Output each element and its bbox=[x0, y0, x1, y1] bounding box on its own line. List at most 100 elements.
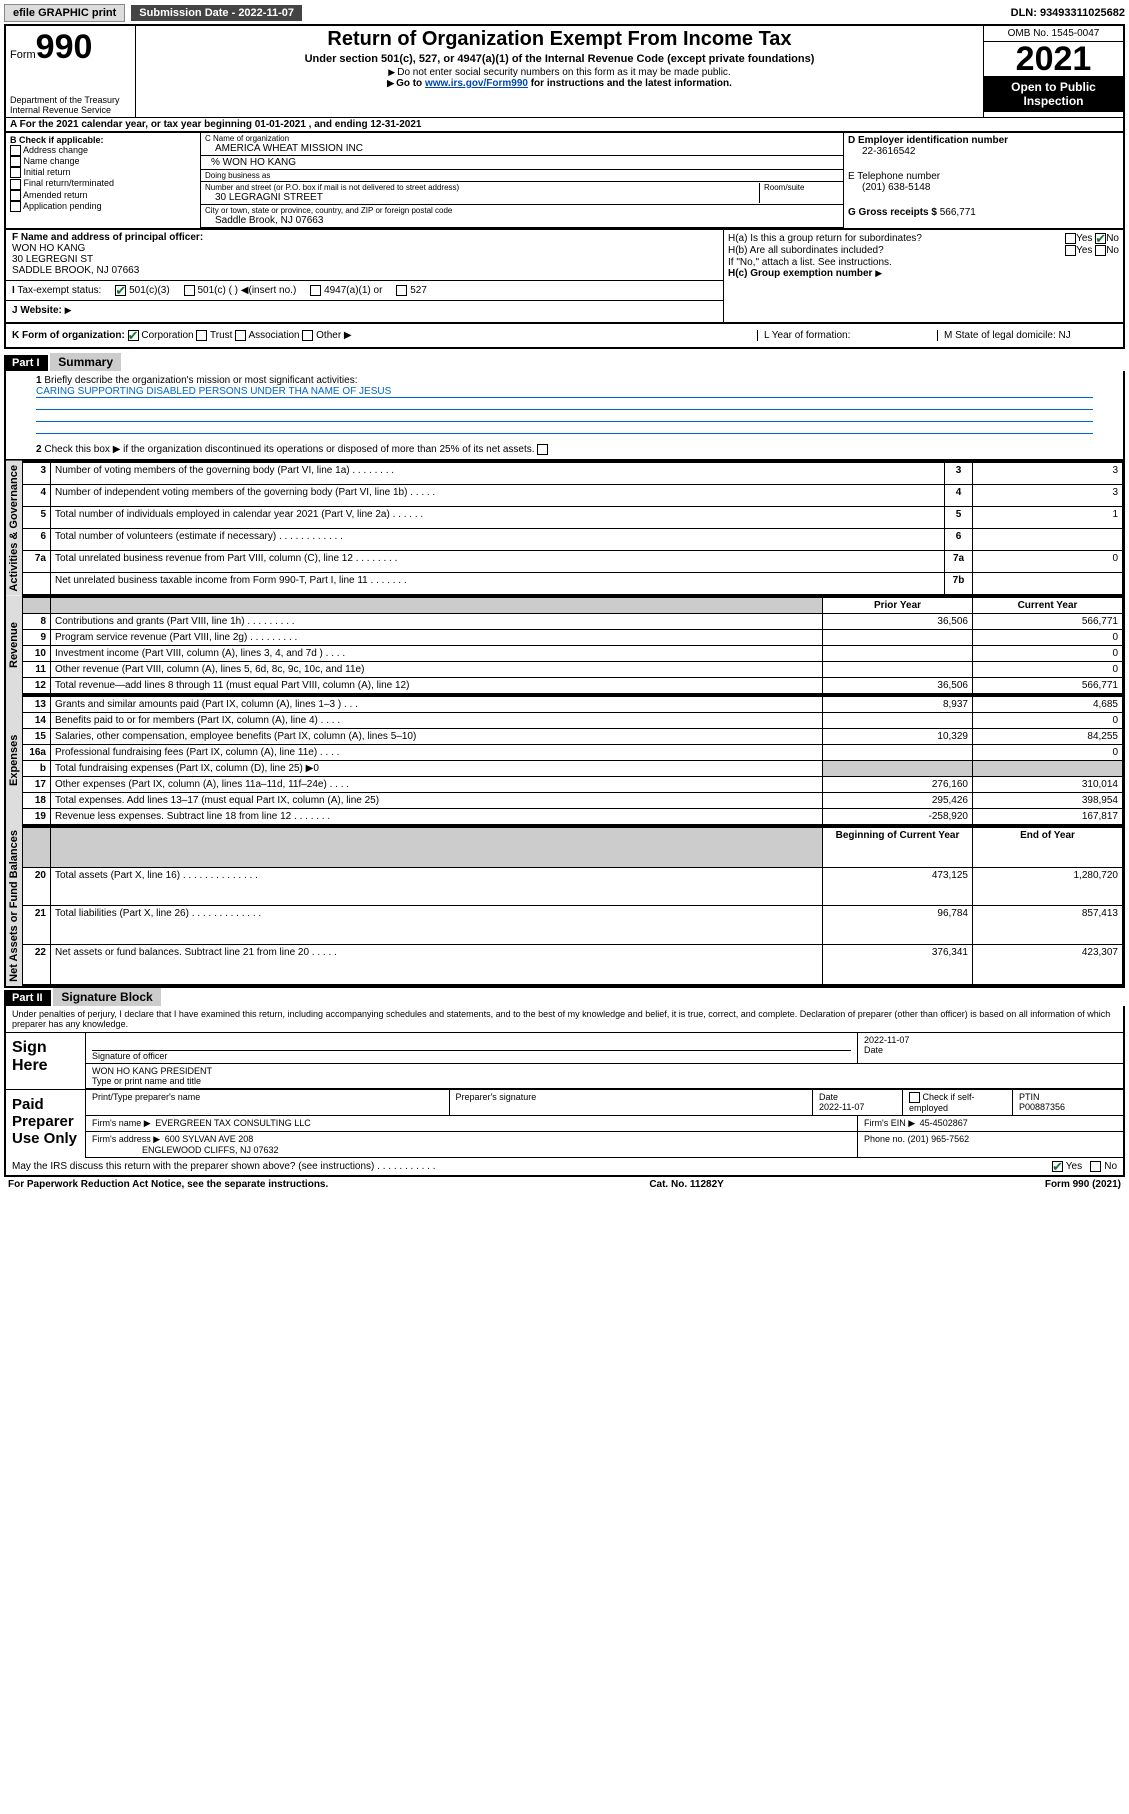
l-year-formation: L Year of formation: bbox=[757, 330, 937, 341]
firm-name-label: Firm's name bbox=[92, 1118, 141, 1128]
cb-discontinued[interactable] bbox=[537, 444, 548, 455]
cb-other[interactable] bbox=[302, 330, 313, 341]
q1-label: Briefly describe the organization's miss… bbox=[44, 375, 357, 386]
submission-date-label: Submission Date - 2022-11-07 bbox=[131, 5, 302, 21]
cb-self-employed[interactable] bbox=[909, 1092, 920, 1103]
ssn-warning: Do not enter social security numbers on … bbox=[142, 67, 977, 78]
city-label: City or town, state or province, country… bbox=[205, 206, 839, 215]
cb-amended[interactable] bbox=[10, 190, 21, 201]
header-left: Form990 Department of the Treasury Inter… bbox=[6, 26, 136, 117]
open-public-badge: Open to Public Inspection bbox=[984, 76, 1123, 112]
room-label: Room/suite bbox=[759, 183, 839, 203]
care-of: % WON HO KANG bbox=[201, 156, 843, 170]
prep-name-label: Print/Type preparer's name bbox=[92, 1092, 200, 1102]
part2-title: Signature Block bbox=[53, 988, 160, 1006]
cb-corp[interactable] bbox=[128, 330, 139, 341]
ein-label: D Employer identification number bbox=[848, 135, 1008, 146]
hc-label: H(c) Group exemption number bbox=[728, 268, 872, 279]
header-center: Return of Organization Exempt From Incom… bbox=[136, 26, 983, 117]
expenses-grid: Expenses 13Grants and similar amounts pa… bbox=[4, 695, 1125, 826]
ha-label: H(a) Is this a group return for subordin… bbox=[728, 233, 922, 244]
form-subtitle: Under section 501(c), 527, or 4947(a)(1)… bbox=[142, 53, 977, 65]
section-d: D Employer identification number 22-3616… bbox=[843, 133, 1123, 228]
firm-phone: (201) 965-7562 bbox=[908, 1134, 970, 1144]
revenue-table: Prior YearCurrent Year8Contributions and… bbox=[22, 596, 1123, 695]
ptin-value: P00887356 bbox=[1019, 1102, 1065, 1112]
section-b-label: B Check if applicable: bbox=[10, 135, 104, 145]
cb-4947[interactable] bbox=[310, 285, 321, 296]
page-footer: For Paperwork Reduction Act Notice, see … bbox=[4, 1177, 1125, 1192]
q2-label: Check this box ▶ if the organization dis… bbox=[44, 444, 534, 455]
form-version: Form 990 (2021) bbox=[1045, 1179, 1121, 1190]
goto-pre: Go to bbox=[396, 78, 425, 89]
form-label: Form bbox=[10, 49, 36, 61]
governance-table: 3Number of voting members of the governi… bbox=[22, 461, 1123, 596]
efile-print-button[interactable]: efile GRAPHIC print bbox=[4, 4, 125, 22]
side-net: Net Assets or Fund Balances bbox=[6, 826, 22, 986]
officer-name-label: Type or print name and title bbox=[92, 1076, 201, 1086]
cb-name-change[interactable] bbox=[10, 156, 21, 167]
firm-addr1: 600 SYLVAN AVE 208 bbox=[165, 1134, 254, 1144]
gross-value: 566,771 bbox=[940, 207, 976, 218]
cb-ha-no[interactable] bbox=[1095, 233, 1106, 244]
cb-hb-yes[interactable] bbox=[1065, 245, 1076, 256]
website-label: Website: bbox=[20, 305, 62, 316]
hb-note: If "No," attach a list. See instructions… bbox=[728, 257, 1119, 268]
net-assets-grid: Net Assets or Fund Balances Beginning of… bbox=[4, 826, 1125, 988]
sig-date: 2022-11-07 bbox=[864, 1035, 1117, 1045]
net-assets-table: Beginning of Current YearEnd of Year20To… bbox=[22, 826, 1123, 986]
part1-title: Summary bbox=[50, 353, 121, 371]
side-governance: Activities & Governance bbox=[6, 461, 22, 596]
org-name-label: C Name of organization bbox=[205, 134, 839, 143]
cat-number: Cat. No. 11282Y bbox=[649, 1179, 723, 1190]
cb-address-change[interactable] bbox=[10, 145, 21, 156]
irs-link[interactable]: www.irs.gov/Form990 bbox=[425, 78, 528, 89]
cb-501c[interactable] bbox=[184, 285, 195, 296]
addr-label: Number and street (or P.O. box if mail i… bbox=[205, 183, 759, 192]
cb-501c3[interactable] bbox=[115, 285, 126, 296]
section-c: C Name of organization AMERICA WHEAT MIS… bbox=[201, 133, 843, 228]
sig-officer-label: Signature of officer bbox=[92, 1051, 167, 1061]
form-number: 990 bbox=[36, 28, 93, 66]
officer-label: F Name and address of principal officer: bbox=[12, 232, 203, 243]
goto-post: for instructions and the latest informat… bbox=[528, 78, 732, 89]
revenue-grid: Revenue Prior YearCurrent Year8Contribut… bbox=[4, 596, 1125, 695]
section-b: B Check if applicable: Address change Na… bbox=[6, 133, 201, 228]
top-bar: efile GRAPHIC print Submission Date - 20… bbox=[4, 4, 1125, 22]
header-right: OMB No. 1545-0047 2021 Open to Public In… bbox=[983, 26, 1123, 117]
date-label: Date bbox=[864, 1045, 883, 1055]
ein-value: 22-3616542 bbox=[848, 146, 1119, 157]
dln-label: DLN: 93493311025682 bbox=[1011, 7, 1125, 19]
cb-ha-yes[interactable] bbox=[1065, 233, 1076, 244]
form-header: Form990 Department of the Treasury Inter… bbox=[4, 24, 1125, 117]
mission-text: CARING SUPPORTING DISABLED PERSONS UNDER… bbox=[36, 386, 1093, 398]
cb-final-return[interactable] bbox=[10, 179, 21, 190]
cb-assoc[interactable] bbox=[235, 330, 246, 341]
firm-addr-label: Firm's address bbox=[92, 1134, 151, 1144]
side-expenses: Expenses bbox=[6, 695, 22, 826]
mission-box: 1 Briefly describe the organization's mi… bbox=[4, 371, 1125, 461]
part2-header: Part II bbox=[4, 990, 51, 1006]
cb-trust[interactable] bbox=[196, 330, 207, 341]
tax-exempt-label: Tax-exempt status: bbox=[17, 285, 101, 296]
ptin-label: PTIN bbox=[1019, 1092, 1040, 1102]
prep-date-label: Date bbox=[819, 1092, 838, 1102]
sign-here-label: Sign Here bbox=[6, 1032, 86, 1089]
activities-governance-grid: Activities & Governance 3Number of votin… bbox=[4, 461, 1125, 596]
m-state-domicile: M State of legal domicile: NJ bbox=[937, 330, 1117, 341]
paid-preparer-label: Paid Preparer Use Only bbox=[6, 1089, 86, 1158]
cb-discuss-no[interactable] bbox=[1090, 1161, 1101, 1172]
section-bcd: B Check if applicable: Address change Na… bbox=[4, 131, 1125, 228]
cb-application-pending[interactable] bbox=[10, 201, 21, 212]
cb-527[interactable] bbox=[396, 285, 407, 296]
tax-year: 2021 bbox=[984, 42, 1123, 76]
gross-label: G Gross receipts $ bbox=[848, 207, 937, 218]
k-label: K Form of organization: bbox=[12, 330, 125, 341]
cb-hb-no[interactable] bbox=[1095, 245, 1106, 256]
form-title: Return of Organization Exempt From Incom… bbox=[142, 28, 977, 51]
phone-label: E Telephone number bbox=[848, 171, 940, 182]
phone-value: (201) 638-5148 bbox=[848, 182, 1119, 193]
cb-initial-return[interactable] bbox=[10, 167, 21, 178]
cb-discuss-yes[interactable] bbox=[1052, 1161, 1063, 1172]
side-revenue: Revenue bbox=[6, 596, 22, 695]
